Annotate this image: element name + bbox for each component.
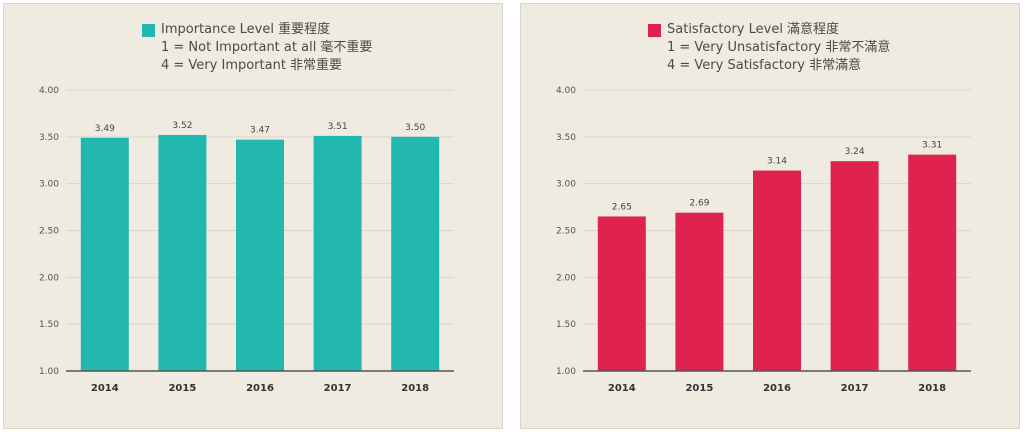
bar (597, 216, 646, 371)
y-tick-label: 3.50 (39, 133, 59, 143)
bar (80, 137, 129, 371)
bar (753, 170, 801, 371)
y-tick-label: 3.00 (556, 180, 576, 190)
legend-label: Importance Level 重要程度 (161, 22, 331, 37)
x-tick-label: 2018 (401, 383, 429, 394)
legend-swatch (142, 23, 155, 37)
data-label: 3.24 (845, 147, 865, 157)
x-tick-label: 2014 (91, 383, 119, 394)
bar (236, 139, 284, 371)
bar (830, 161, 879, 371)
data-label: 3.49 (95, 124, 115, 134)
satisfaction-chart-panel: Satisfactory Level 滿意程度 1 = Very Unsatis… (520, 3, 1020, 429)
importance-chart-panel: Importance Level 重要程度 1 = Not Important … (3, 3, 503, 429)
data-label: 3.52 (172, 121, 192, 131)
bar (158, 134, 207, 371)
legend-scale-max: 4 = Very Important 非常重要 (161, 58, 343, 73)
chart-legend: Satisfactory Level 滿意程度 1 = Very Unsatis… (648, 21, 890, 75)
data-label: 3.50 (405, 123, 425, 133)
y-tick-label: 3.50 (556, 133, 576, 143)
data-label: 3.14 (767, 157, 787, 167)
importance-bar-chart: 1.00 1.50 2.00 2.50 3.00 3.50 4.00 3.49 2014 3.52… (39, 86, 454, 394)
x-tick-label: 2016 (763, 383, 791, 394)
x-tick-label: 2014 (608, 383, 636, 394)
x-tick-label: 2017 (324, 383, 352, 394)
satisfaction-bar-chart: 1.00 1.50 2.00 2.50 3.00 3.50 4.00 2.65 2014 2.69… (556, 86, 971, 394)
y-tick-label: 2.50 (39, 227, 59, 237)
y-tick-label: 2.00 (556, 273, 576, 283)
bar (675, 212, 724, 371)
data-label: 2.65 (612, 202, 632, 212)
y-tick-label: 4.00 (556, 86, 576, 96)
bar (908, 154, 957, 371)
y-tick-label: 3.00 (39, 180, 59, 190)
x-tick-label: 2017 (841, 383, 869, 394)
data-label: 3.31 (922, 141, 942, 151)
y-tick-label: 4.00 (39, 86, 59, 96)
chart-legend: Importance Level 重要程度 1 = Not Important … (142, 21, 372, 75)
legend-scale-min: 1 = Very Unsatisfactory 非常不滿意 (667, 40, 891, 55)
x-tick-label: 2015 (685, 383, 713, 394)
legend-label: Satisfactory Level 滿意程度 (667, 22, 840, 37)
legend-swatch (648, 23, 661, 37)
y-tick-label: 1.00 (556, 367, 576, 377)
y-tick-label: 1.50 (556, 320, 576, 330)
y-tick-label: 2.50 (556, 227, 576, 237)
y-tick-label: 1.00 (39, 367, 59, 377)
x-tick-label: 2016 (246, 383, 274, 394)
data-label: 3.51 (328, 122, 348, 132)
data-label: 2.69 (689, 199, 709, 209)
y-tick-label: 1.50 (39, 320, 59, 330)
x-tick-label: 2015 (168, 383, 196, 394)
bar (391, 136, 440, 371)
legend-scale-max: 4 = Very Satisfactory 非常滿意 (667, 58, 862, 73)
data-label: 3.47 (250, 126, 270, 136)
y-tick-label: 2.00 (39, 273, 59, 283)
bar (313, 135, 362, 371)
legend-scale-min: 1 = Not Important at all 毫不重要 (161, 40, 373, 55)
x-tick-label: 2018 (918, 383, 946, 394)
